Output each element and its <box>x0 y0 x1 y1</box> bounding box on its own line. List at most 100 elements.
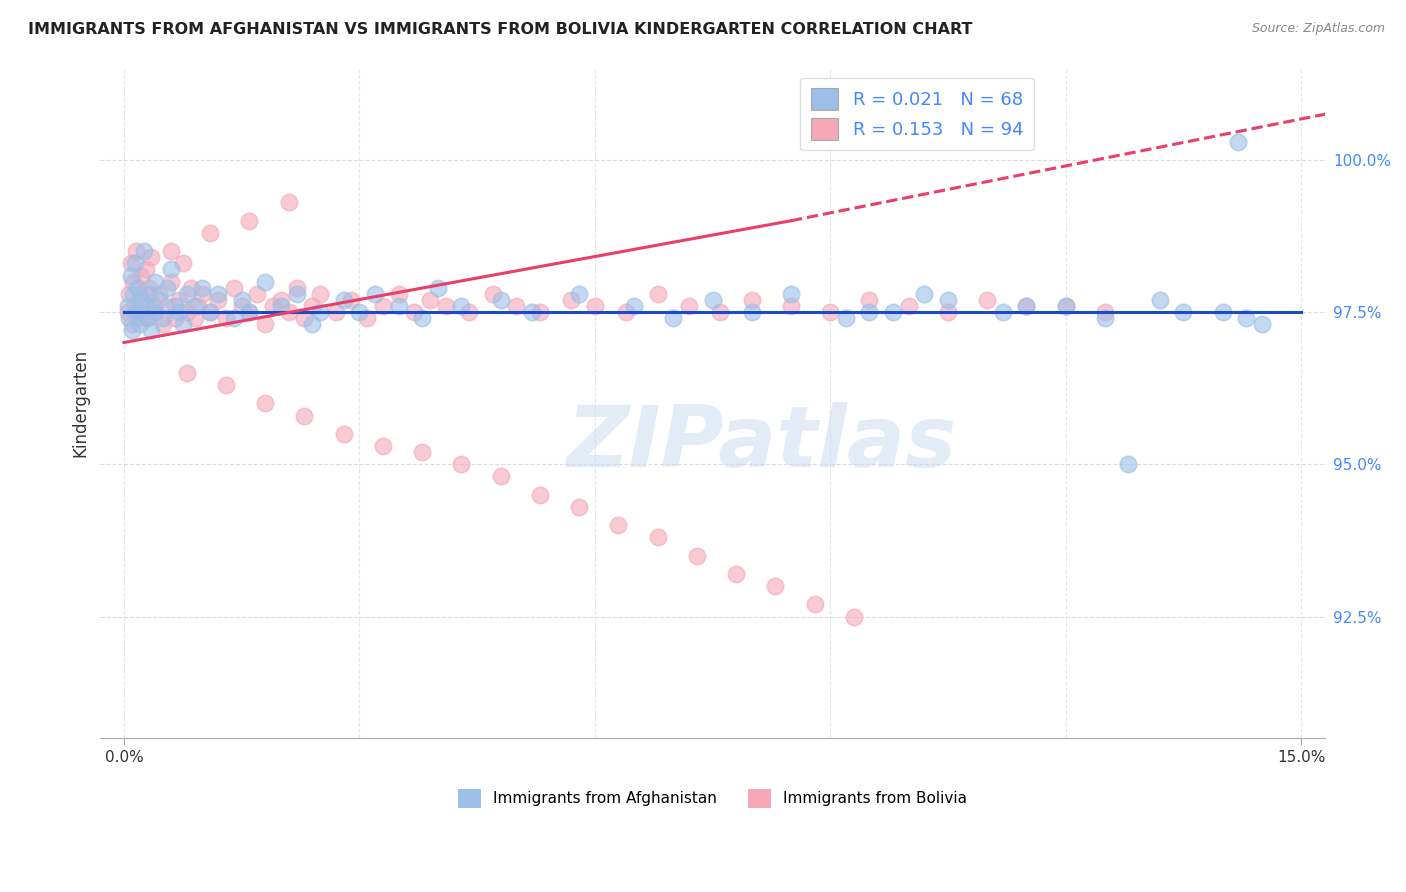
Point <box>419 293 441 307</box>
Point <box>136 311 159 326</box>
Point <box>215 311 238 326</box>
Point <box>411 311 433 326</box>
Point <box>129 293 152 307</box>
Point <box>191 281 214 295</box>
Point <box>246 286 269 301</box>
Point <box>122 286 145 301</box>
Point <box>148 293 170 307</box>
Point <box>607 518 630 533</box>
Point <box>200 226 222 240</box>
Point <box>294 409 316 423</box>
Point <box>191 286 214 301</box>
Text: ZIPatlas: ZIPatlas <box>567 402 956 485</box>
Point <box>1212 305 1234 319</box>
Point <box>897 299 920 313</box>
Point <box>167 293 190 307</box>
Point <box>143 275 166 289</box>
Point <box>426 281 449 295</box>
Point <box>936 305 959 319</box>
Point <box>662 311 685 326</box>
Point <box>450 458 472 472</box>
Point <box>160 244 183 259</box>
Point <box>568 286 591 301</box>
Point <box>238 213 260 227</box>
Point <box>152 318 174 332</box>
Point <box>285 281 308 295</box>
Legend: Immigrants from Afghanistan, Immigrants from Bolivia: Immigrants from Afghanistan, Immigrants … <box>453 783 973 814</box>
Point <box>118 311 141 326</box>
Point <box>172 256 194 270</box>
Point <box>835 311 858 326</box>
Point <box>481 286 503 301</box>
Point <box>780 286 803 301</box>
Point <box>434 299 457 313</box>
Point <box>325 305 347 319</box>
Point <box>167 305 190 319</box>
Point <box>583 299 606 313</box>
Point <box>678 299 700 313</box>
Point <box>142 305 165 319</box>
Point <box>371 439 394 453</box>
Point <box>529 488 551 502</box>
Point <box>141 250 163 264</box>
Point <box>129 268 152 283</box>
Point <box>262 299 284 313</box>
Point <box>936 293 959 307</box>
Point <box>818 305 841 319</box>
Point <box>138 286 160 301</box>
Point <box>842 609 865 624</box>
Point <box>183 299 205 313</box>
Point <box>135 299 157 313</box>
Point <box>340 293 363 307</box>
Point <box>763 579 786 593</box>
Point <box>238 305 260 319</box>
Point <box>138 281 160 295</box>
Point <box>117 305 139 319</box>
Text: IMMIGRANTS FROM AFGHANISTAN VS IMMIGRANTS FROM BOLIVIA KINDERGARTEN CORRELATION : IMMIGRANTS FROM AFGHANISTAN VS IMMIGRANT… <box>28 22 973 37</box>
Point <box>709 305 731 319</box>
Point <box>725 566 748 581</box>
Point <box>148 286 170 301</box>
Point <box>187 299 209 313</box>
Point <box>614 305 637 319</box>
Point <box>176 305 198 319</box>
Point <box>254 396 277 410</box>
Point <box>176 366 198 380</box>
Point <box>117 299 139 313</box>
Point <box>132 305 155 319</box>
Point <box>231 293 253 307</box>
Point <box>803 598 825 612</box>
Point <box>404 305 426 319</box>
Point <box>1118 458 1140 472</box>
Point <box>143 305 166 319</box>
Point <box>1149 293 1171 307</box>
Point <box>136 311 159 326</box>
Point <box>156 281 179 295</box>
Y-axis label: Kindergarten: Kindergarten <box>72 350 89 458</box>
Point <box>160 262 183 277</box>
Point <box>294 311 316 326</box>
Point <box>200 305 222 319</box>
Point <box>124 299 146 313</box>
Point <box>568 500 591 514</box>
Point <box>124 256 146 270</box>
Point <box>121 318 143 332</box>
Point <box>349 305 371 319</box>
Point <box>1234 311 1257 326</box>
Point <box>120 256 142 270</box>
Point <box>122 275 145 289</box>
Point <box>176 286 198 301</box>
Point <box>686 549 709 563</box>
Point <box>156 299 179 313</box>
Point <box>309 286 332 301</box>
Point <box>1227 135 1250 149</box>
Point <box>371 299 394 313</box>
Point <box>254 275 277 289</box>
Point <box>1173 305 1195 319</box>
Point <box>741 305 763 319</box>
Point <box>215 378 238 392</box>
Point <box>387 299 409 313</box>
Point <box>141 323 163 337</box>
Point <box>1094 305 1116 319</box>
Point <box>858 293 880 307</box>
